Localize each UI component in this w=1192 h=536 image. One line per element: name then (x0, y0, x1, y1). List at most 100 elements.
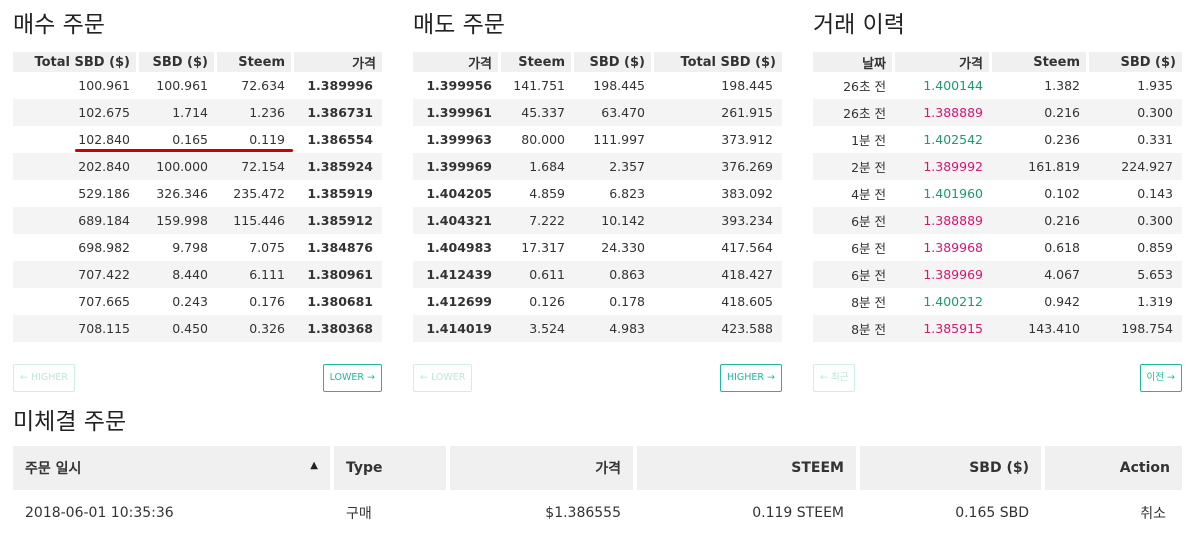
sell-order-row[interactable]: 1.412699 0.126 0.178 418.605 (413, 288, 782, 315)
col-type[interactable]: Type (334, 446, 450, 490)
steem-cell: 0.326 (217, 315, 294, 342)
date-cell: 6분 전 (851, 241, 886, 256)
sbd-cell: 198.445 (593, 78, 645, 93)
sbd-cell: 1.935 (1137, 78, 1173, 93)
price-cell: 1.380961 (294, 261, 382, 288)
col-steem[interactable]: STEEM (637, 446, 860, 490)
open-orders-title: 미체결 주문 (13, 409, 127, 435)
trade-history-panel: 거래 이력 날짜 가격 Steem SBD ($) 26초 전 1.400144 1… (813, 10, 1182, 394)
sbd-cell: 6.823 (609, 186, 645, 201)
col-total-sbd[interactable]: Total SBD ($) (654, 52, 782, 72)
col-price[interactable]: 가격 (895, 52, 992, 72)
sort-ascending-icon[interactable]: ▲ (310, 460, 318, 471)
recent-button[interactable]: ← 최근 (813, 364, 856, 392)
steem-cell: 45.337 (501, 99, 574, 126)
sbd-cell: 111.997 (593, 132, 645, 147)
col-price[interactable]: 가격 (413, 52, 501, 72)
lower-button[interactable]: LOWER → (322, 364, 382, 392)
trade-history-title: 거래 이력 (813, 12, 905, 38)
col-steem[interactable]: Steem (501, 52, 574, 72)
col-total-sbd[interactable]: Total SBD ($) (13, 52, 139, 72)
steem-cell: 115.446 (217, 207, 294, 234)
col-action[interactable]: Action (1045, 446, 1182, 490)
sell-order-row[interactable]: 1.414019 3.524 4.983 423.588 (413, 315, 782, 342)
steem-cell: 0.216 (992, 207, 1089, 234)
steem-cell: 72.154 (217, 153, 294, 180)
buy-order-row[interactable]: 707.422 8.440 6.111 1.380961 (13, 261, 382, 288)
sbd-cell: 0.143 (1137, 186, 1173, 201)
col-sbd[interactable]: SBD ($) (139, 52, 217, 72)
trade-history-row: 6분 전 1.389969 4.067 5.653 (813, 261, 1182, 288)
steem-cell: 72.634 (241, 78, 285, 93)
sbd-cell: 0.165 (172, 132, 208, 147)
buy-order-row[interactable]: 708.115 0.450 0.326 1.380368 (13, 315, 382, 342)
higher-button[interactable]: ← HIGHER (13, 364, 76, 392)
price-cell: 1.386731 (294, 99, 382, 126)
buy-order-row[interactable]: 102.675 1.714 1.236 1.386731 (13, 99, 382, 126)
sell-order-row[interactable]: 1.399969 1.684 2.357 376.269 (413, 153, 782, 180)
cancel-order-link[interactable]: 취소 (1140, 506, 1166, 522)
total-sbd-cell: 102.675 (13, 99, 139, 126)
buy-order-row[interactable]: 100.961 100.961 72.634 1.389996 (13, 72, 382, 99)
buy-order-row[interactable]: 698.982 9.798 7.075 1.384876 (13, 234, 382, 261)
sell-order-row[interactable]: 1.412439 0.611 0.863 418.427 (413, 261, 782, 288)
price-cell: 1.404983 (426, 240, 492, 255)
buy-order-row[interactable]: 707.665 0.243 0.176 1.380681 (13, 288, 382, 315)
sbd-cell: 326.346 (156, 186, 208, 201)
sbd-cell: 0.300 (1089, 99, 1182, 126)
buy-order-row[interactable]: 689.184 159.998 115.446 1.385912 (13, 207, 382, 234)
sbd-cell: 100.961 (156, 78, 208, 93)
sbd-cell: 1.319 (1137, 294, 1173, 309)
col-sbd[interactable]: SBD ($) (574, 52, 654, 72)
total-sbd-cell: 198.445 (721, 78, 773, 93)
steem-cell: 1.382 (1044, 78, 1080, 93)
sell-order-row[interactable]: 1.399961 45.337 63.470 261.915 (413, 99, 782, 126)
buy-order-row[interactable]: 529.186 326.346 235.472 1.385919 (13, 180, 382, 207)
buy-order-row[interactable]: 102.840 0.165 0.119 1.386554 (13, 126, 382, 153)
col-price[interactable]: 가격 (294, 52, 382, 72)
col-order-date[interactable]: 주문 일시 ▲ (13, 446, 334, 490)
col-sbd[interactable]: SBD ($) (1089, 52, 1182, 72)
sbd-cell: 10.142 (574, 207, 654, 234)
date-cell: 8분 전 (813, 315, 895, 342)
steem-cell: 161.819 (992, 153, 1089, 180)
steem-cell: 0.176 (249, 294, 285, 309)
price-cell: 1.389996 (307, 78, 373, 93)
steem-cell: 17.317 (521, 240, 565, 255)
sell-order-row[interactable]: 1.404321 7.222 10.142 393.234 (413, 207, 782, 234)
steem-cell: 4.067 (992, 261, 1089, 288)
date-cell: 2분 전 (813, 153, 895, 180)
total-sbd-cell: 418.605 (721, 294, 773, 309)
total-sbd-cell: 261.915 (654, 99, 782, 126)
steem-cell: 1.236 (217, 99, 294, 126)
col-steem[interactable]: Steem (992, 52, 1089, 72)
col-sbd[interactable]: SBD ($) (860, 446, 1045, 490)
steem-cell: 7.222 (501, 207, 574, 234)
col-price[interactable]: 가격 (450, 446, 637, 490)
trade-history-row: 4분 전 1.401960 0.102 0.143 (813, 180, 1182, 207)
older-button[interactable]: 이전 → (1139, 364, 1182, 392)
price-cell: 1.401960 (923, 186, 983, 201)
order-type-cell: 구매 (346, 506, 372, 522)
date-cell: 26초 전 (843, 79, 886, 94)
price-cell: 1.399963 (426, 132, 492, 147)
total-sbd-cell: 707.665 (78, 294, 130, 309)
price-cell: 1.412699 (426, 294, 492, 309)
col-date[interactable]: 날짜 (813, 52, 895, 72)
sell-order-row[interactable]: 1.404983 17.317 24.330 417.564 (413, 234, 782, 261)
price-cell: 1.388889 (895, 99, 992, 126)
price-cell: 1.414019 (413, 315, 501, 342)
sell-order-row[interactable]: 1.404205 4.859 6.823 383.092 (413, 180, 782, 207)
sell-order-row[interactable]: 1.399963 80.000 111.997 373.912 (413, 126, 782, 153)
col-steem[interactable]: Steem (217, 52, 294, 72)
sell-order-row[interactable]: 1.399956 141.751 198.445 198.445 (413, 72, 782, 99)
total-sbd-cell: 102.840 (78, 132, 130, 147)
total-sbd-cell: 376.269 (654, 153, 782, 180)
higher-button[interactable]: HIGHER → (719, 364, 782, 392)
total-sbd-cell: 418.427 (654, 261, 782, 288)
buy-order-row[interactable]: 202.840 100.000 72.154 1.385924 (13, 153, 382, 180)
steem-cell: 4.859 (529, 186, 565, 201)
sbd-cell: 8.440 (139, 261, 217, 288)
price-cell: 1.404321 (413, 207, 501, 234)
lower-button[interactable]: ← LOWER (413, 364, 473, 392)
